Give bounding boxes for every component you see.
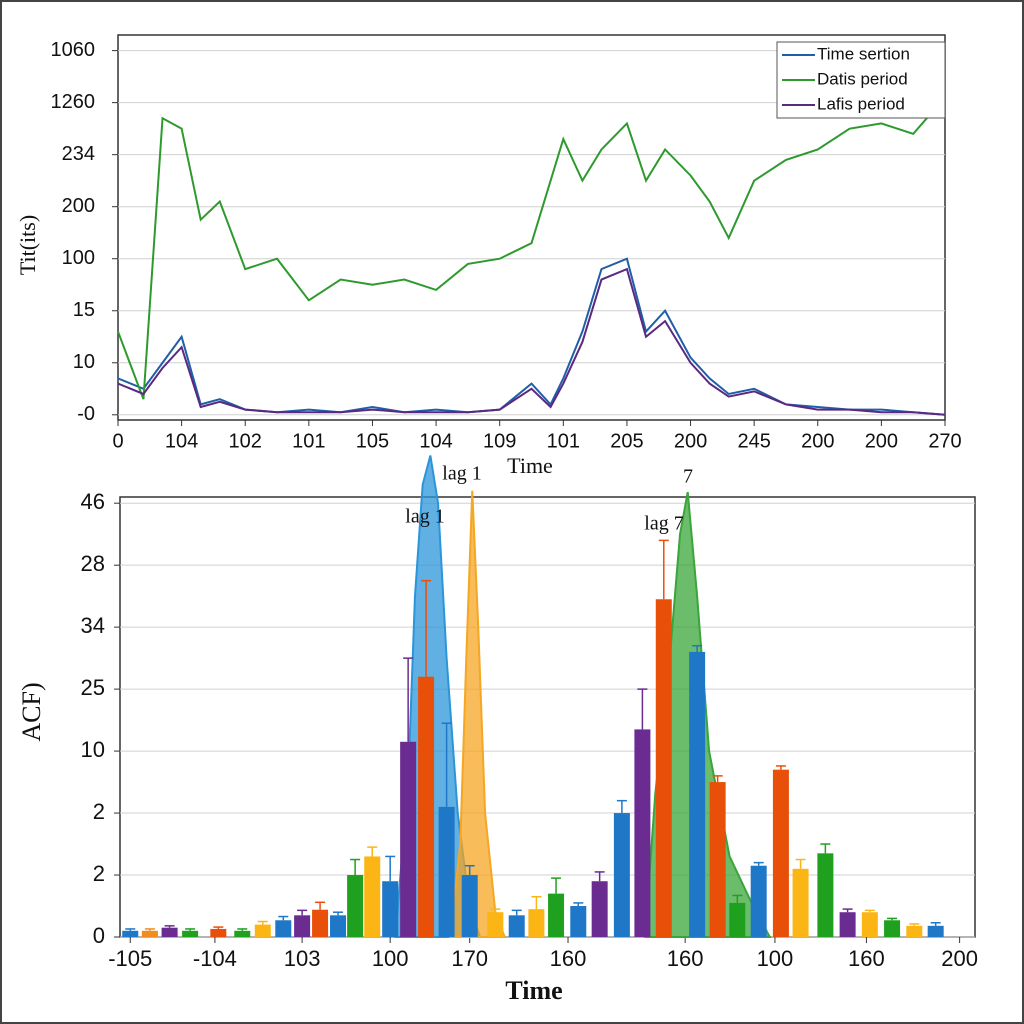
- x-tick-label: 200: [674, 430, 707, 452]
- bar: [364, 856, 381, 937]
- y-tick-label: 1060: [51, 39, 96, 61]
- series-line: [117, 96, 946, 400]
- bar: [591, 881, 608, 937]
- bar: [382, 881, 399, 937]
- bar: [487, 912, 504, 937]
- legend-label: Datis period: [817, 69, 908, 88]
- y-tick-label: 200: [62, 195, 95, 217]
- bar: [418, 676, 435, 937]
- bar: [312, 909, 329, 937]
- bar: [772, 769, 789, 937]
- bar: [861, 912, 878, 937]
- bar: [141, 930, 158, 937]
- bar: [839, 912, 856, 937]
- x-tick-label: 205: [610, 430, 643, 452]
- x-tick-label: 100: [757, 946, 794, 971]
- y-tick-label: 25: [81, 675, 105, 700]
- x-tick-label: 170: [451, 946, 488, 971]
- annotation: lag 1: [442, 463, 481, 485]
- x-tick-label: 109: [483, 430, 516, 452]
- bar: [161, 927, 178, 937]
- bar: [210, 928, 227, 937]
- bar: [817, 853, 834, 937]
- y-axis-label: Tit(its): [15, 215, 40, 275]
- bar: [792, 868, 809, 937]
- bar: [906, 925, 923, 937]
- series-line: [117, 267, 946, 416]
- x-tick-label: 101: [292, 430, 325, 452]
- x-tick-label: 105: [356, 430, 389, 452]
- y-tick-label: 2: [93, 861, 105, 886]
- bar: [528, 909, 545, 937]
- bar: [122, 930, 139, 937]
- y-tick-label: 0: [93, 923, 105, 948]
- y-tick-label: 46: [81, 489, 105, 514]
- y-tick-label: -0: [77, 403, 95, 425]
- annotation: lag 1: [405, 506, 444, 528]
- legend-label: Time sertion: [817, 44, 910, 63]
- bar: [655, 599, 672, 937]
- x-tick-label: 160: [667, 946, 704, 971]
- x-axis-label: Time: [507, 453, 553, 478]
- y-axis-label: ACF): [17, 682, 46, 741]
- bar: [548, 893, 565, 937]
- bar: [884, 920, 901, 937]
- plot-area: [119, 496, 976, 938]
- y-tick-label: 234: [62, 143, 95, 165]
- annotation: lag 7: [644, 513, 683, 535]
- legend-label: Lafis period: [817, 94, 905, 113]
- bar: [400, 741, 417, 937]
- x-tick-label: 103: [284, 946, 321, 971]
- bar: [508, 915, 525, 937]
- bar: [689, 651, 706, 937]
- x-tick-label: 160: [550, 946, 587, 971]
- y-tick-label: 1260: [51, 91, 96, 113]
- x-tick-label: 245: [737, 430, 770, 452]
- bar: [570, 906, 587, 937]
- y-tick-label: 100: [62, 247, 95, 269]
- bar: [347, 875, 364, 937]
- x-tick-label: 104: [165, 430, 198, 452]
- bar: [330, 915, 347, 937]
- bar: [294, 915, 311, 937]
- bar: [613, 813, 630, 937]
- y-tick-label: 28: [81, 551, 105, 576]
- x-axis-label: Time: [505, 976, 562, 1005]
- x-tick-label: 270: [928, 430, 961, 452]
- bar: [927, 925, 944, 937]
- x-tick-label: -105: [108, 946, 152, 971]
- x-tick-label: -104: [193, 946, 237, 971]
- y-tick-label: 34: [81, 613, 105, 638]
- y-tick-label: 10: [73, 351, 95, 373]
- x-tick-label: 0: [112, 430, 123, 452]
- x-tick-label: 200: [941, 946, 978, 971]
- bar: [750, 865, 767, 937]
- bar: [234, 930, 251, 937]
- x-tick-label: 104: [419, 430, 452, 452]
- bar: [438, 806, 455, 937]
- x-tick-label: 200: [865, 430, 898, 452]
- x-tick-label: 101: [547, 430, 580, 452]
- x-tick-label: 100: [372, 946, 409, 971]
- bar: [182, 930, 199, 937]
- bar: [709, 782, 726, 937]
- annotation: 7: [683, 466, 693, 488]
- bar: [634, 729, 651, 937]
- y-tick-label: 10: [81, 737, 105, 762]
- y-tick-label: 15: [73, 299, 95, 321]
- bar: [254, 924, 271, 937]
- bar: [275, 920, 292, 937]
- x-tick-label: 102: [229, 430, 262, 452]
- x-tick-label: 160: [848, 946, 885, 971]
- bar: [461, 875, 478, 937]
- y-tick-label: 2: [93, 799, 105, 824]
- bar: [729, 902, 746, 937]
- x-tick-label: 200: [801, 430, 834, 452]
